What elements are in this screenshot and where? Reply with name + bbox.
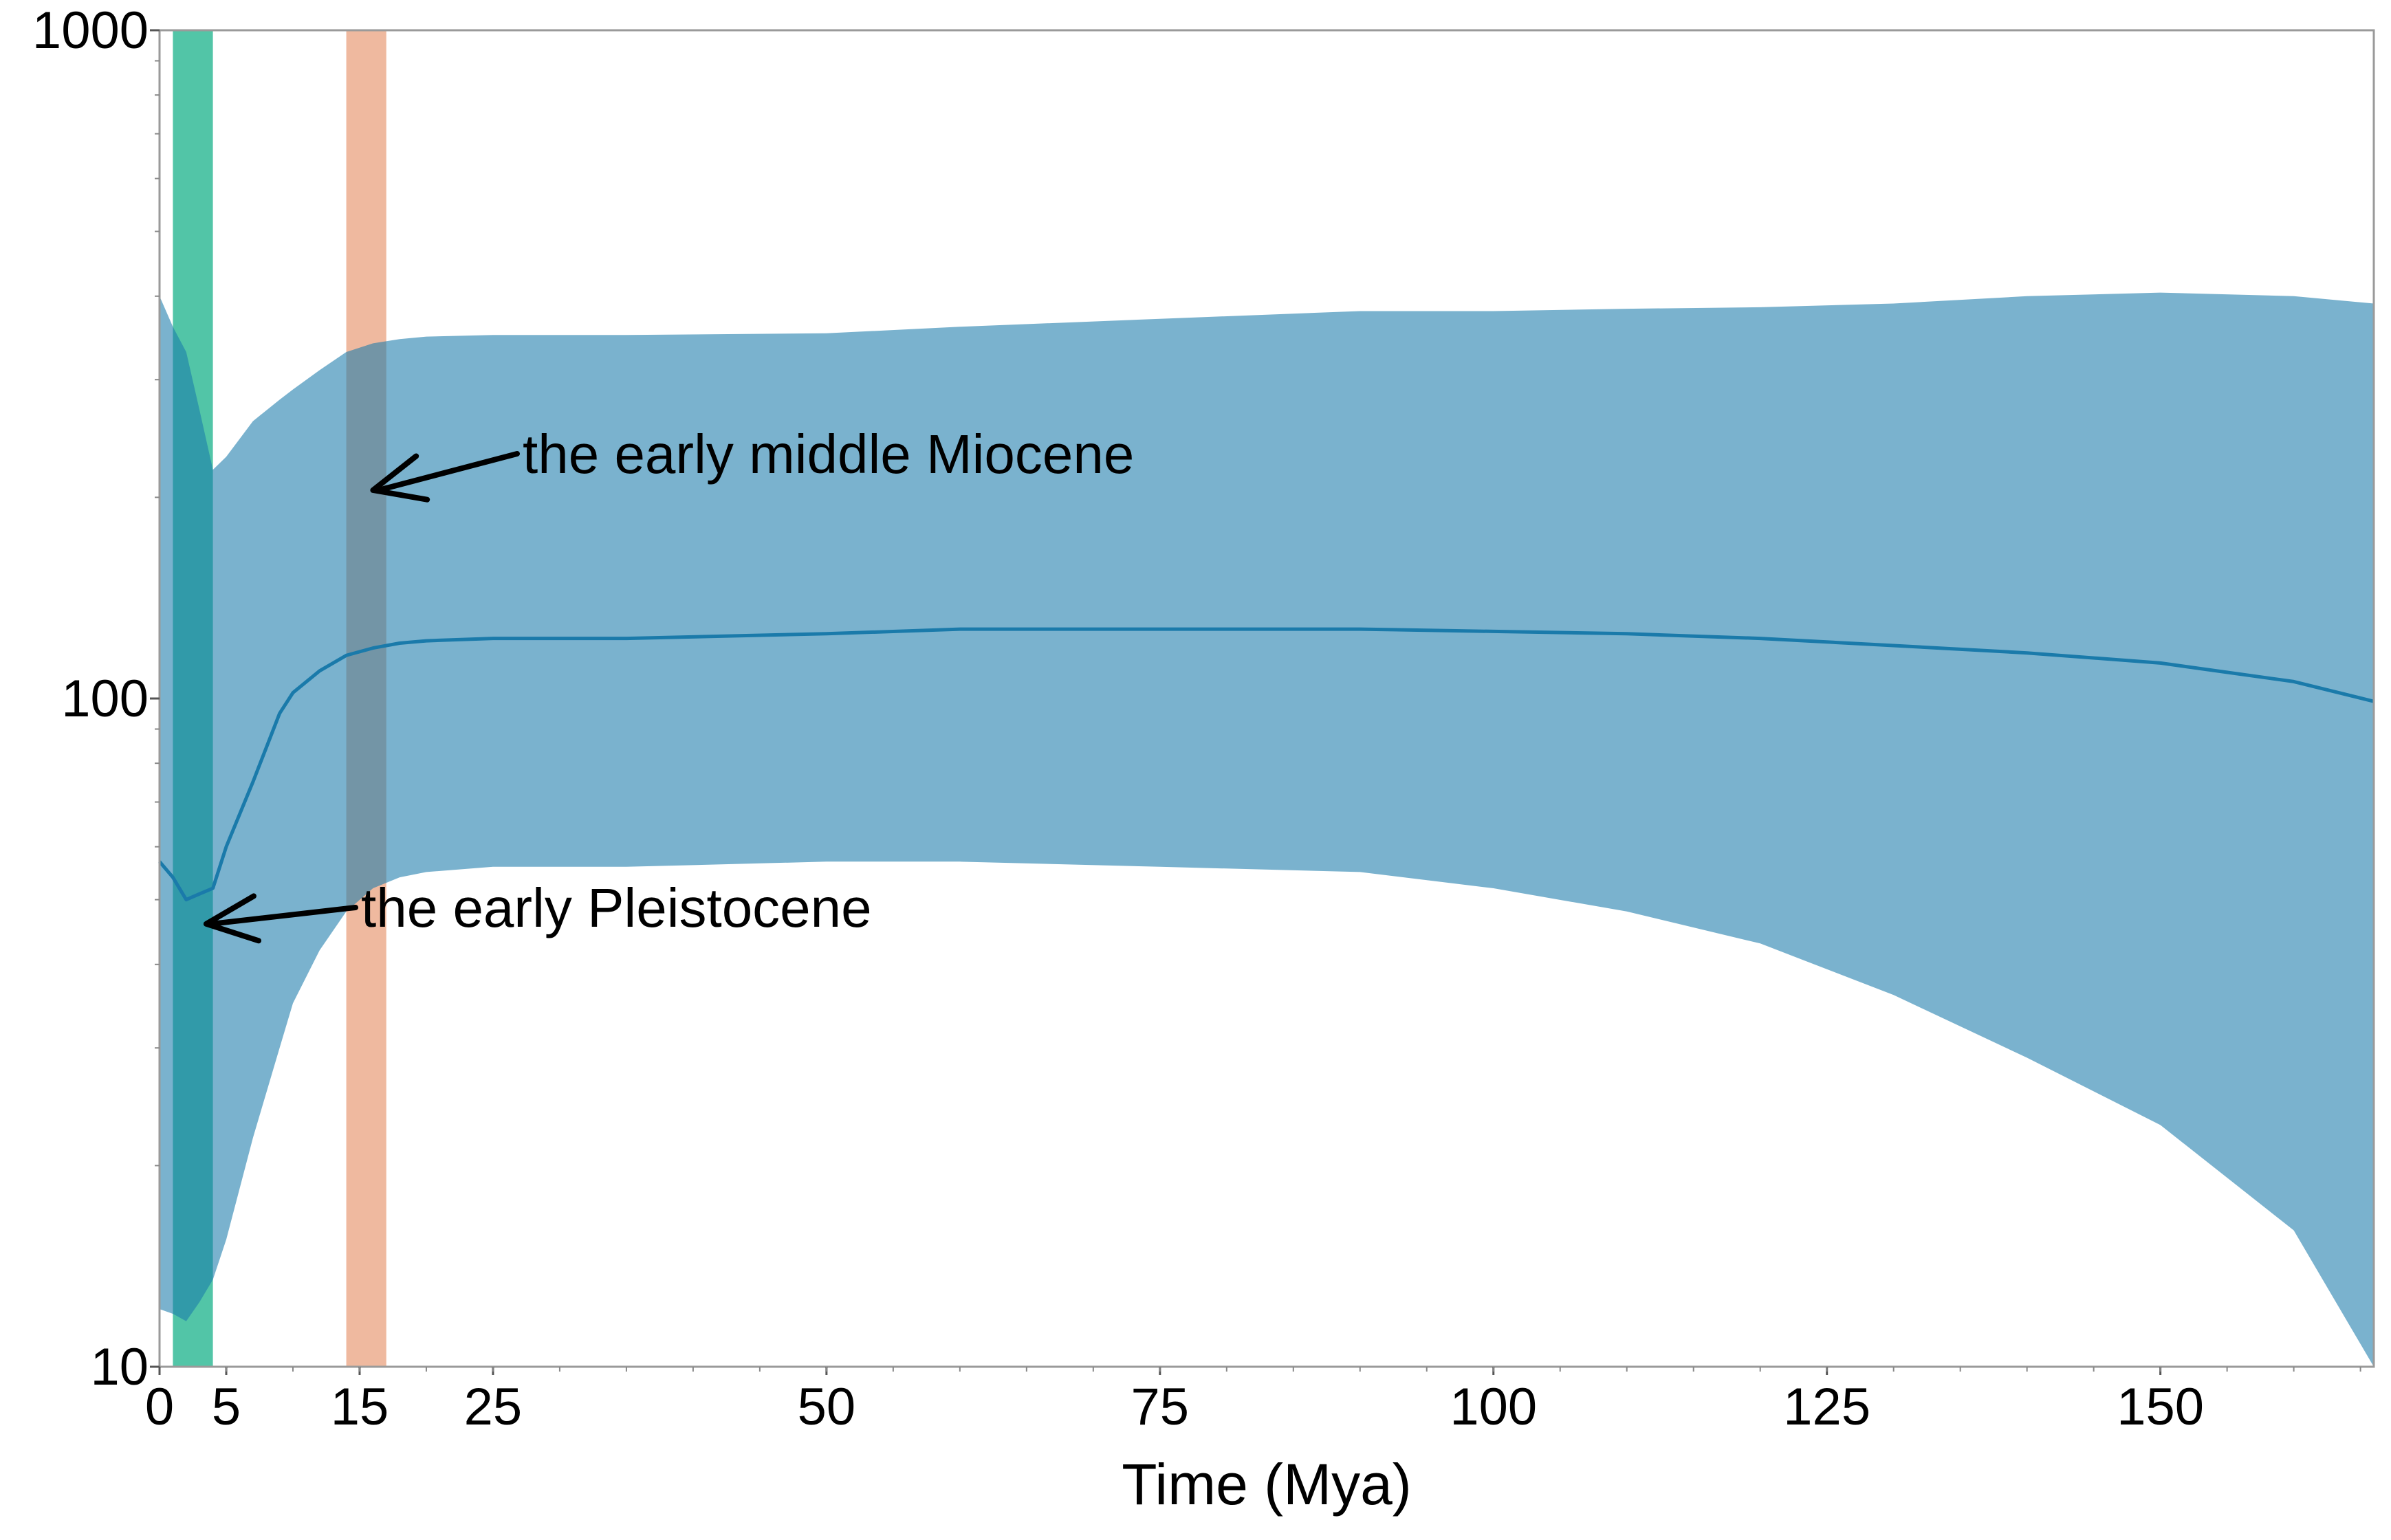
confidence-band-0 xyxy=(160,292,2374,1367)
y-tick-label-2: 1000 xyxy=(32,1,149,60)
annotation-label-1: the early Pleistocene xyxy=(361,877,872,938)
annotation-arrow-1 xyxy=(208,905,358,927)
x-axis-title: Time (Mya) xyxy=(1122,1452,1412,1517)
x-tick-label-3: 25 xyxy=(464,1378,523,1436)
tick-marks xyxy=(150,29,2361,1375)
x-tick-label-1: 5 xyxy=(212,1378,241,1436)
x-tick-label-7: 125 xyxy=(1783,1378,1870,1436)
annotation-label-0: the early middle Miocene xyxy=(523,424,1134,485)
x-tick-label-0: 0 xyxy=(145,1378,174,1436)
x-tick-label-2: 15 xyxy=(331,1378,389,1436)
x-tick-label-6: 100 xyxy=(1450,1378,1537,1436)
median-lines xyxy=(158,627,2374,902)
annotation-arrowhead-0 xyxy=(370,453,430,503)
annotation-arrow-0 xyxy=(375,451,520,493)
y-tick-label-1: 100 xyxy=(61,670,149,728)
annotations: the early middle Miocene the early Pleist… xyxy=(203,424,1134,944)
confidence-bands xyxy=(160,292,2374,1367)
annotation-arrowhead-1 xyxy=(203,893,262,944)
median-line-0 xyxy=(158,627,2374,902)
x-tick-label-8: 150 xyxy=(2117,1378,2204,1436)
tick-labels: 0 5 15 25 50 75 100 125 150 10 100 1000 xyxy=(32,1,2204,1436)
x-tick-label-5: 75 xyxy=(1131,1378,1190,1436)
y-tick-label-0: 10 xyxy=(90,1338,149,1396)
x-tick-label-4: 50 xyxy=(798,1378,856,1436)
